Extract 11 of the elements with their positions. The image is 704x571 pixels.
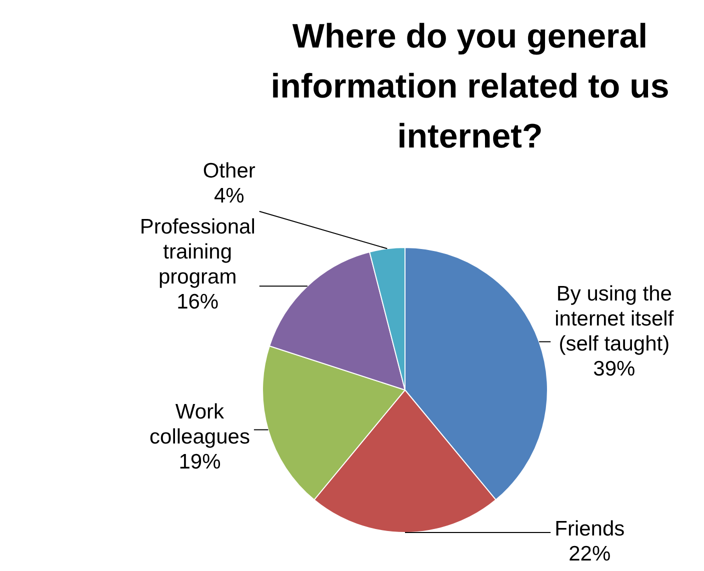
data-label: 4% bbox=[214, 184, 244, 208]
slice-label: Work colleagues bbox=[150, 400, 250, 449]
slice-label: Other bbox=[202, 160, 256, 183]
slice-label: Professional training program bbox=[140, 216, 256, 289]
data-label: 16% bbox=[176, 290, 219, 314]
data-label: 39% bbox=[593, 357, 636, 380]
chart-title: Where do you general information related to us internet? bbox=[270, 17, 670, 156]
data-label: 19% bbox=[178, 450, 221, 474]
slice-label: By using the internet itself (self taught) bbox=[554, 282, 674, 356]
data-label: 22% bbox=[568, 542, 611, 566]
slice-label: Friends bbox=[554, 517, 625, 540]
